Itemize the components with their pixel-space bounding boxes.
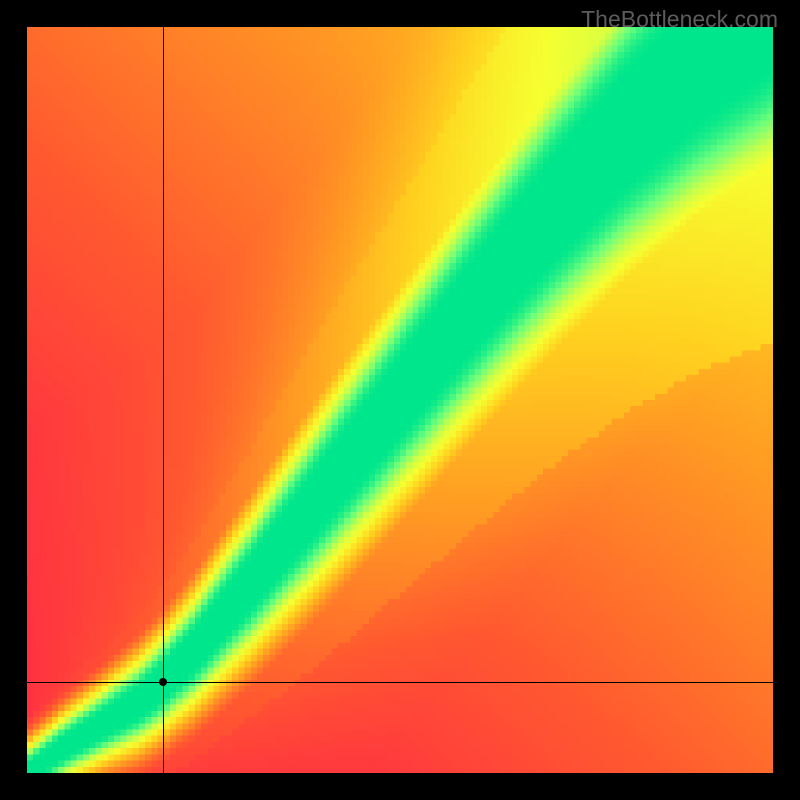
heatmap-plot [27,27,773,773]
crosshair-horizontal [27,682,773,683]
selection-marker [159,678,167,686]
heatmap-canvas [27,27,773,773]
watermark-text: TheBottleneck.com [581,6,778,33]
crosshair-vertical [163,27,164,773]
